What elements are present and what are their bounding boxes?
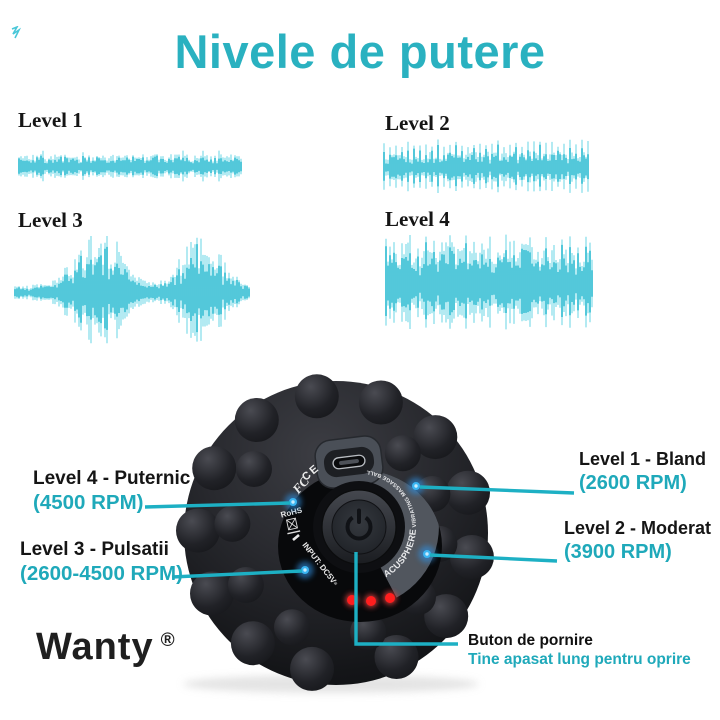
power-button-label: Buton de pornire	[468, 632, 593, 649]
led-dot	[347, 595, 357, 605]
led-dot	[385, 593, 395, 603]
power-button	[331, 499, 387, 555]
callout-power-button: Buton de pornire Tine apasat lung pentru…	[468, 632, 691, 669]
level-1-label: Level 1	[18, 108, 83, 132]
callout-level3: Level 3 - Pulsatii (2600-4500 RPM)	[20, 539, 183, 586]
stray-mark-icon	[11, 26, 22, 39]
callout-level1: Level 1 - Bland (2600 RPM)	[579, 449, 706, 495]
callout-level3-rpm: (2600-4500 RPM)	[20, 562, 183, 586]
led-dot	[366, 596, 376, 606]
level-2-waveform	[383, 139, 589, 193]
dc-symbol: ≡	[332, 581, 339, 587]
brand-logo: Wanty ®	[36, 626, 176, 669]
level-4-waveform	[385, 234, 593, 330]
usb-c-port	[314, 435, 384, 489]
level-3-waveform	[14, 236, 250, 344]
callout-level4-name: Level 4 - Puternic	[33, 468, 191, 489]
callout-level1-name: Level 1 - Bland	[579, 449, 707, 469]
massage-ball-photo: FC CE RoHS INPUT: DC5V≡ ACUSPHERE VIBRAT…	[176, 374, 494, 693]
level-1-waveform	[18, 150, 242, 182]
dc-tick	[292, 534, 300, 541]
brand-name: Wanty	[36, 626, 154, 668]
callout-level3-name: Level 3 - Pulsatii	[20, 539, 169, 560]
callout-level1-rpm: (2600 RPM)	[579, 472, 687, 495]
callout-level4: Level 4 - Puternic (4500 RPM)	[33, 468, 190, 515]
weee-bin-icon	[286, 517, 301, 535]
callout-level2-rpm: (3900 RPM)	[564, 541, 672, 564]
page-title: Nivele de putere	[174, 25, 546, 78]
power-icon	[345, 508, 373, 541]
registered-mark: ®	[160, 630, 176, 651]
level-2-label: Level 2	[385, 111, 450, 135]
callout-level4-rpm: (4500 RPM)	[33, 491, 144, 515]
level-3-label: Level 3	[18, 208, 83, 232]
callout-level2: Level 2 - Moderat (3900 RPM)	[564, 518, 711, 564]
power-button-note: Tine apasat lung pentru oprire	[468, 651, 691, 669]
callout-level2-name: Level 2 - Moderat	[564, 518, 712, 538]
level-4-label: Level 4	[385, 207, 450, 231]
